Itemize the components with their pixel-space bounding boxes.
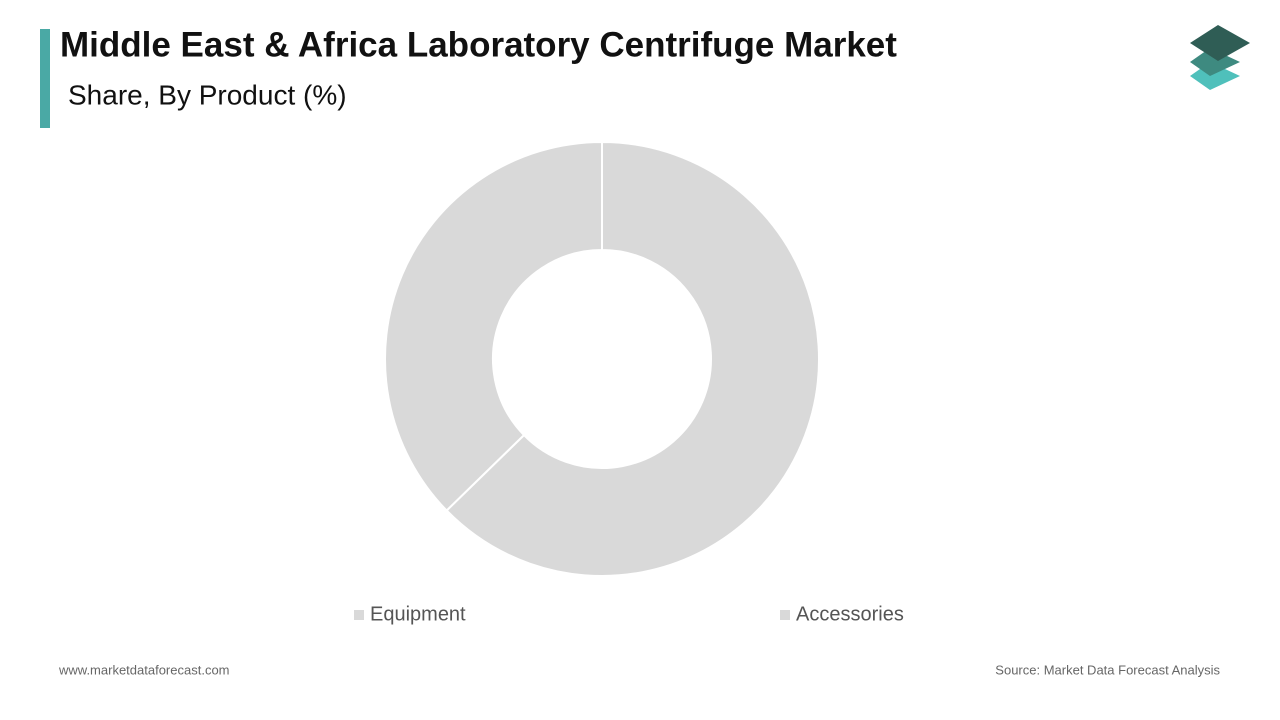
- chart-title: Middle East & Africa Laboratory Centrifu…: [60, 25, 897, 64]
- legend-swatch: [354, 610, 364, 620]
- legend-label: Equipment: [370, 603, 466, 625]
- legend: Equipment Accessories: [354, 603, 904, 625]
- chart-subtitle: Share, By Product (%): [68, 79, 347, 110]
- legend-label: Accessories: [796, 603, 904, 625]
- donut: [384, 140, 820, 577]
- legend-swatch: [780, 610, 790, 620]
- footer-source: Source: Market Data Forecast Analysis: [995, 662, 1220, 677]
- logo: [1190, 25, 1250, 90]
- slice: [445, 140, 820, 577]
- slice: [384, 140, 603, 512]
- title-accent: [40, 29, 50, 128]
- footer-website: www.marketdataforecast.com: [58, 662, 230, 677]
